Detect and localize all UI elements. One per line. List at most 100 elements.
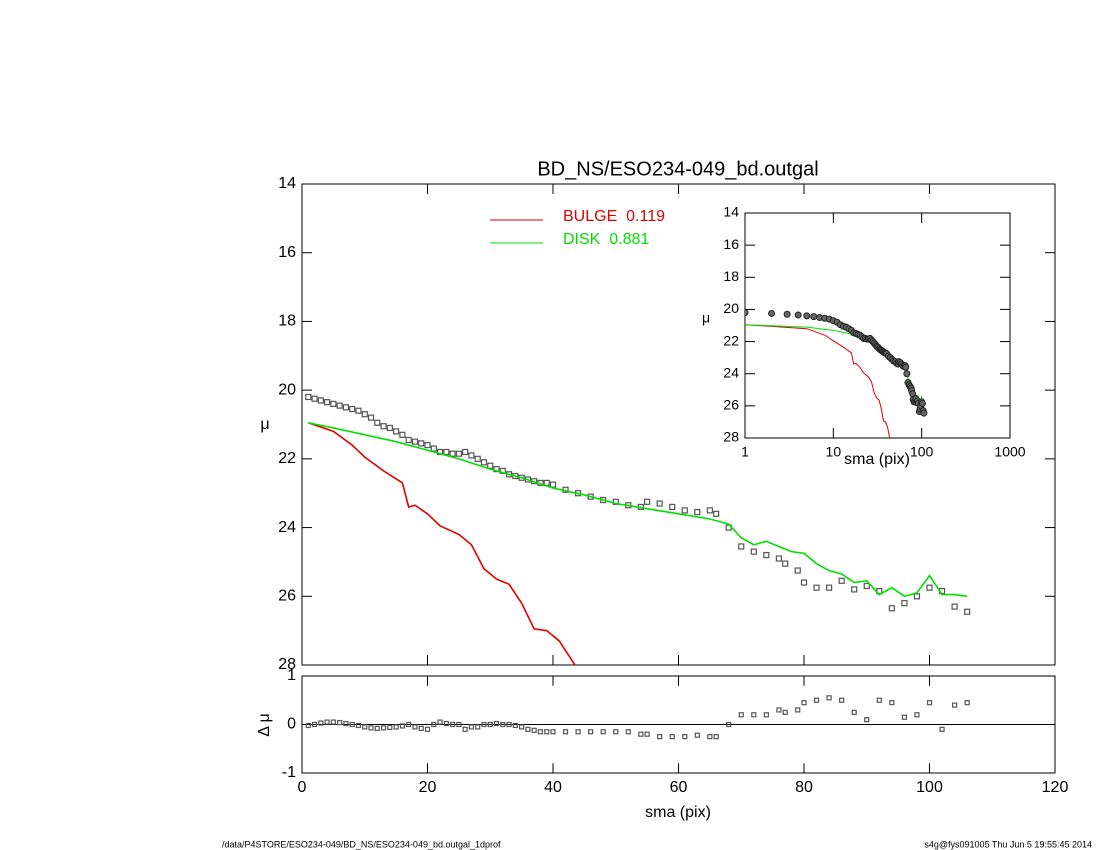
residual-point	[713, 734, 719, 740]
data-point	[913, 593, 921, 600]
residual-point	[437, 719, 443, 725]
x-tick-label: 1000	[994, 444, 1025, 460]
data-point	[386, 424, 393, 432]
residual-point	[801, 700, 807, 706]
data-point	[656, 500, 663, 507]
x-tick-label: 100	[916, 779, 943, 796]
data-point	[783, 310, 791, 318]
data-point	[411, 438, 419, 445]
residual-point	[305, 722, 311, 729]
residual-point	[625, 729, 631, 735]
data-point	[311, 395, 318, 402]
data-point	[468, 452, 475, 459]
plot-frame	[301, 183, 1056, 666]
data-point	[902, 363, 910, 371]
residual-point	[324, 719, 330, 725]
residual-point	[493, 720, 500, 727]
x-tick-label: 80	[795, 779, 813, 796]
data-point	[713, 510, 720, 517]
data-point	[838, 577, 845, 584]
plot-area	[305, 393, 971, 665]
data-point	[317, 397, 324, 404]
y-tick-label: 26	[723, 397, 739, 413]
residual-point	[418, 725, 424, 731]
x-tick-label: 60	[670, 779, 688, 796]
data-point	[964, 608, 971, 615]
y-tick-label: 26	[278, 588, 296, 605]
data-point	[681, 507, 688, 514]
residual-point	[362, 724, 368, 730]
residual-point	[951, 702, 958, 708]
x-tick-label: 1	[741, 444, 749, 460]
residual-point	[914, 712, 920, 718]
residual-point	[826, 695, 832, 701]
model-line	[308, 422, 576, 665]
residual-point	[694, 732, 700, 738]
data-point	[775, 555, 783, 562]
data-point	[349, 405, 356, 413]
residual-point	[544, 729, 550, 735]
y-tick-label: 20	[723, 300, 739, 316]
data-point	[361, 411, 368, 418]
data-point	[487, 462, 494, 469]
y-tick-label: 24	[278, 519, 296, 536]
y-tick-label: 20	[278, 381, 296, 398]
residual-point	[456, 721, 462, 728]
residual-point	[450, 721, 456, 728]
data-point	[405, 436, 412, 444]
y-tick-label: -1	[282, 764, 296, 781]
residual-point	[600, 729, 606, 735]
residual-point	[738, 712, 744, 718]
residual-point	[380, 725, 387, 731]
x-tick-label: 0	[298, 779, 307, 796]
data-point	[367, 414, 375, 421]
data-point	[750, 548, 757, 555]
residual-point	[481, 721, 487, 728]
residual-point	[839, 697, 845, 703]
residual-point	[443, 720, 449, 727]
data-point	[694, 509, 701, 516]
data-point	[455, 450, 462, 457]
residual-point	[519, 724, 525, 730]
data-point	[305, 393, 312, 401]
y-tick-label: 16	[278, 244, 296, 261]
model-line	[745, 324, 891, 438]
data-point	[903, 370, 911, 378]
residual-point	[475, 724, 481, 730]
data-point	[794, 311, 802, 319]
y-tick-label: 22	[278, 450, 296, 467]
data-point	[794, 567, 801, 574]
data-point	[374, 419, 381, 426]
residual-point	[644, 731, 650, 737]
residual-point	[487, 721, 493, 728]
residual-point	[512, 722, 518, 729]
data-point	[738, 543, 745, 550]
data-point	[926, 584, 933, 591]
y-axis-label: Δ μ	[256, 713, 273, 736]
data-point	[920, 409, 928, 417]
data-point	[851, 586, 858, 593]
residual-point	[763, 712, 769, 718]
residual-point	[506, 721, 512, 728]
plot-area	[745, 309, 928, 438]
residual-point	[657, 734, 663, 740]
residual-point	[330, 719, 336, 725]
data-point	[474, 455, 481, 462]
residual-point	[726, 721, 732, 728]
residual-point	[424, 726, 431, 732]
residual-point	[939, 726, 945, 732]
x-axis-label: sma (pix)	[844, 451, 910, 468]
residual-point	[406, 721, 412, 728]
residual-point	[776, 707, 782, 713]
data-point	[342, 404, 350, 411]
legend-label: BULGE 0.119	[563, 208, 665, 225]
data-point	[810, 313, 818, 321]
residual-point	[638, 731, 644, 737]
data-point	[745, 309, 749, 317]
residual-point	[782, 709, 788, 715]
y-tick-label: 28	[723, 429, 739, 445]
data-point	[449, 450, 456, 457]
residual-point	[399, 723, 405, 729]
data-point	[418, 440, 425, 447]
